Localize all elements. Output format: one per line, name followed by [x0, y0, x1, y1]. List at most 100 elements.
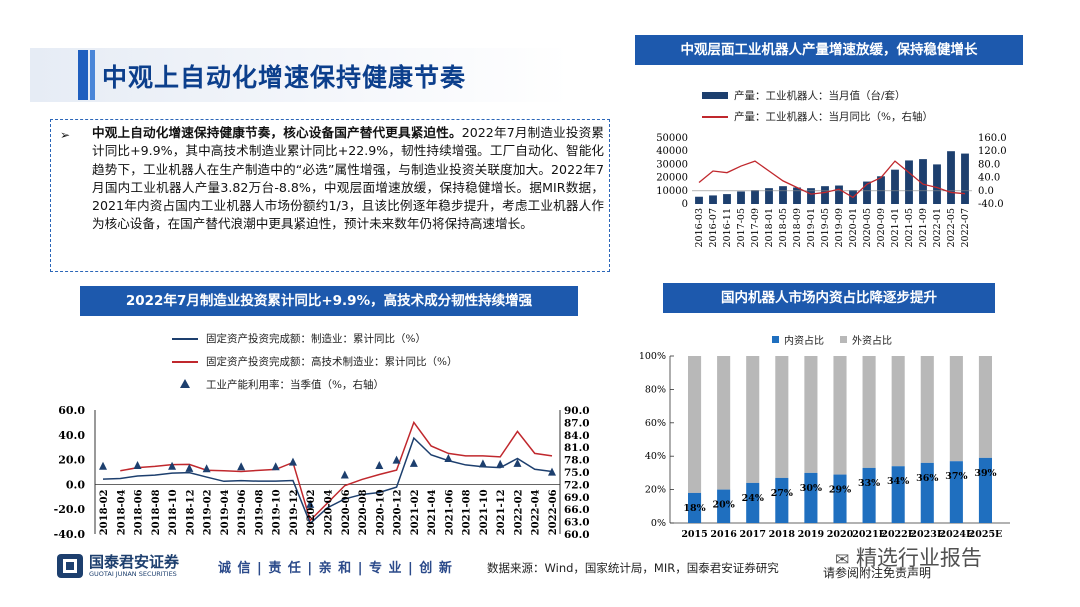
- share-bar-foreign: [920, 356, 934, 463]
- robot-bar: [737, 191, 745, 204]
- data-source: 数据来源：Wind，国家统计局，MIR，国泰君安证券研究: [487, 561, 779, 575]
- footer-tagline: 诚 信 | 责 任 | 亲 和 | 专 业 | 创 新: [218, 561, 453, 576]
- robot-bar: [751, 190, 759, 204]
- share-bar-foreign: [775, 356, 789, 478]
- robot-ytick-right: 160.0: [978, 133, 1007, 144]
- robot-bar: [933, 164, 941, 204]
- robot-xtick: 2016-03: [694, 208, 705, 247]
- robot-legend: 产量：工业机器人：当月值（台/套） 产量：工业机器人：当月同比（%，右轴）: [702, 87, 1002, 126]
- share-xtick: 2024E: [940, 529, 974, 540]
- invest-xtick: 2019-10: [272, 489, 283, 535]
- legend-swatch-gray: [840, 336, 847, 343]
- share-data-label: 27%: [771, 488, 793, 499]
- logo-icon: [57, 554, 83, 578]
- robot-ytick-left: 10000: [656, 186, 688, 197]
- capacity-marker: [168, 461, 177, 470]
- robot-xtick: 2022-01: [932, 208, 943, 247]
- share-xtick: 2015: [681, 529, 707, 540]
- capacity-marker: [306, 499, 315, 508]
- invest-xtick: 2020-06: [341, 489, 352, 535]
- share-xtick: 2018: [769, 529, 796, 540]
- invest-xtick: 2022-02: [513, 489, 524, 535]
- share-xtick: 2020: [827, 529, 854, 540]
- invest-legend-mfg-label: 固定资产投资完成额：制造业：累计同比（%）: [206, 333, 426, 345]
- invest-xtick: 2018-06: [134, 489, 145, 535]
- invest-chart: -40.0-20.00.020.040.060.060.063.066.069.…: [54, 404, 590, 541]
- robot-legend-line-label: 产量：工业机器人：当月同比（%，右轴）: [734, 111, 933, 123]
- invest-ytick-left: 60.0: [58, 404, 85, 417]
- legend-triangle-icon: [180, 379, 190, 388]
- share-xtick: 2022E: [881, 529, 915, 540]
- invest-xtick: 2019-02: [203, 489, 214, 535]
- invest-chart-banner: 2022年7月制造业投资累计同比+9.9%，高技术成分韧性持续增强: [80, 286, 578, 316]
- share-bar-domestic: [688, 492, 702, 523]
- invest-ytick-right: 66.0: [564, 504, 590, 516]
- invest-xtick: 2018-08: [151, 489, 162, 535]
- bullet-arrow-icon: ➢: [60, 128, 71, 142]
- invest-xtick: 2019-08: [254, 489, 265, 535]
- share-data-label: 33%: [858, 478, 880, 489]
- watermark: ✉ 精选行业报告: [835, 542, 982, 572]
- watermark-text: 精选行业报告: [855, 546, 982, 570]
- invest-ytick-right: 69.0: [564, 492, 590, 504]
- share-bar-domestic: [949, 461, 963, 523]
- share-data-label: 34%: [887, 476, 909, 487]
- share-bar-domestic: [862, 467, 876, 523]
- share-bar-foreign: [862, 356, 876, 468]
- share-ytick: 100%: [640, 351, 666, 362]
- invest-legend-capacity: 工业产能利用率：当季值（%，右轴）: [172, 376, 552, 394]
- capacity-marker: [237, 462, 246, 471]
- robot-bar: [709, 195, 717, 204]
- robot-bar: [905, 160, 913, 204]
- invest-ytick-left: 40.0: [58, 429, 85, 442]
- invest-hitech-line: [120, 420, 553, 522]
- share-legend-foreign: 外资占比: [852, 336, 892, 347]
- robot-xtick: 2017-09: [750, 208, 761, 247]
- share-bar-domestic: [920, 462, 934, 523]
- invest-xtick: 2021-06: [444, 489, 455, 535]
- title-bar: [30, 48, 570, 102]
- capacity-marker: [548, 467, 556, 476]
- robot-yoy-line: [698, 160, 966, 199]
- share-bar-foreign: [833, 356, 847, 475]
- invest-ytick-right: 75.0: [564, 467, 590, 479]
- invest-mfg-line: [102, 436, 553, 525]
- share-ytick: 80%: [645, 384, 666, 395]
- robot-xtick: 2019-05: [820, 208, 831, 247]
- share-bar-foreign: [717, 356, 731, 490]
- share-bar-foreign: [746, 356, 760, 483]
- invest-xtick: 2020-12: [393, 489, 404, 535]
- robot-bar: [877, 176, 885, 204]
- invest-ytick-left: -40.0: [54, 528, 86, 541]
- capacity-marker: [409, 458, 418, 467]
- summary-text: 中观上自动化增速保持健康节奏，核心设备国产替代更具紧迫性。2022年7月制造业投…: [92, 124, 604, 234]
- invest-ytick-right: 72.0: [564, 479, 590, 491]
- robot-ytick-left: 0: [682, 199, 688, 210]
- title-accent: [78, 50, 88, 100]
- robot-bar: [961, 153, 969, 204]
- legend-swatch-navy: [172, 338, 198, 340]
- legend-swatch-red: [172, 361, 198, 363]
- robot-bar: [779, 186, 787, 204]
- share-bar-foreign: [804, 356, 818, 473]
- robot-xtick: 2016-11: [722, 208, 733, 247]
- invest-xtick: 2020-02: [306, 489, 317, 535]
- capacity-marker: [513, 458, 522, 467]
- robot-ytick-right: 120.0: [978, 146, 1007, 157]
- share-ytick: 20%: [645, 485, 666, 496]
- legend-swatch-bar: [702, 92, 728, 99]
- share-chart: 0%20%40%60%80%100%18%201520%201624%20172…: [640, 351, 1010, 540]
- robot-xtick: 2019-09: [834, 208, 845, 247]
- capacity-marker: [496, 459, 505, 468]
- robot-xtick: 2017-05: [736, 208, 747, 247]
- invest-xtick: 2021-08: [462, 489, 473, 535]
- share-bar-foreign: [978, 356, 992, 458]
- robot-xtick: 2021-09: [918, 208, 929, 247]
- robot-chart: 0 10000 20000 30000 40000 50000 -40.0 0.0 40.0 80…: [656, 133, 1007, 247]
- capacity-marker: [340, 470, 349, 479]
- capacity-marker: [478, 459, 487, 468]
- invest-xtick: 2022-04: [531, 489, 542, 535]
- robot-bar: [807, 188, 815, 204]
- robot-xtick: 2018-01: [764, 208, 775, 247]
- invest-xtick: 2019-06: [237, 489, 248, 535]
